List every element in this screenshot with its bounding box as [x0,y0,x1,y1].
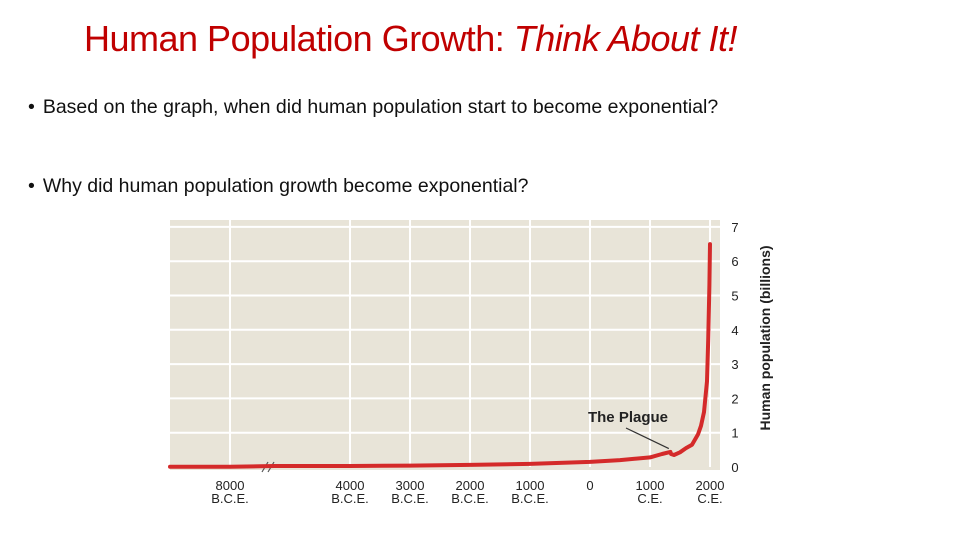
bullet-text-2: Why did human population growth become e… [42,175,529,197]
y-tick-label: 0 [731,460,738,475]
annotations: The Plague [588,409,670,450]
x-tick-label: 3000 [396,478,425,493]
bullet-symbol: • [28,175,35,197]
y-axis: 0 1 2 3 4 5 6 7 [731,220,738,475]
annotation-pointer [625,427,670,450]
y-axis-title: Human population (billions) [757,245,773,430]
x-tick-era: C.E. [637,491,662,506]
bullet-symbol: • [28,96,35,118]
x-tick-era: C.E. [697,491,722,506]
y-tick-label: 1 [731,426,738,441]
bullet-text-1: Based on the graph, when did human popul… [42,96,719,118]
annotation-label: The Plague [588,409,668,426]
title-main: Human Population Growth: [84,18,505,59]
y-tick-label: 4 [731,323,738,338]
x-tick-label: 2000 [696,478,725,493]
y-tick-label: 3 [731,357,738,372]
title-emphasis: Think About It! [513,18,738,59]
y-tick-label: 6 [731,254,738,269]
x-tick-era: B.C.E. [391,491,429,506]
x-tick-era: B.C.E. [331,491,369,506]
population-line [168,242,712,469]
bullet-question-2: • Why did human population growth become … [28,175,528,198]
y-tick-label: 2 [731,391,738,406]
x-tick-label: 4000 [336,478,365,493]
x-tick-label: 1000 [636,478,665,493]
x-tick-label: 2000 [456,478,485,493]
x-tick-label: 8000 [216,478,245,493]
slide-title: Human Population Growth: Think About It! [84,18,738,60]
x-tick-era: B.C.E. [211,491,249,506]
x-tick-label: 1000 [516,478,545,493]
y-tick-label: 5 [731,289,738,304]
x-axis: 8000B.C.E.4000B.C.E.3000B.C.E.2000B.C.E.… [211,478,724,506]
y-tick-label: 7 [731,220,738,235]
gridlines [170,220,720,467]
bullet-question-1: • Based on the graph, when did human popu… [28,96,718,119]
x-tick-label: 0 [586,478,593,493]
x-tick-era: B.C.E. [511,491,549,506]
x-tick-era: B.C.E. [451,491,489,506]
